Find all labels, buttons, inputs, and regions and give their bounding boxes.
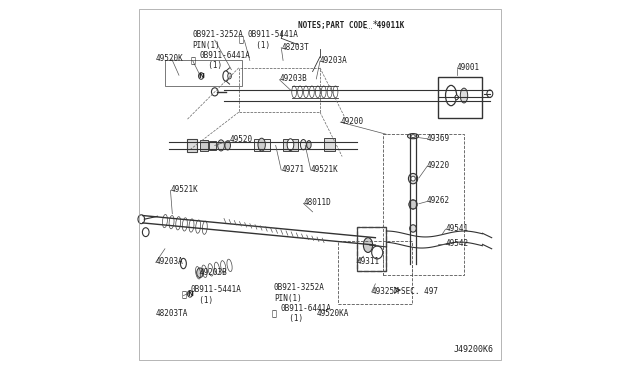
Text: SEC. 497: SEC. 497 bbox=[401, 287, 438, 296]
Ellipse shape bbox=[408, 173, 418, 184]
Text: *: * bbox=[372, 20, 378, 30]
Ellipse shape bbox=[218, 140, 225, 151]
Ellipse shape bbox=[223, 71, 229, 81]
Text: 49262: 49262 bbox=[427, 196, 450, 205]
Ellipse shape bbox=[487, 90, 493, 97]
Text: 49203A: 49203A bbox=[156, 257, 184, 266]
Ellipse shape bbox=[225, 141, 230, 150]
Text: Ⓝ: Ⓝ bbox=[239, 36, 244, 45]
Ellipse shape bbox=[287, 139, 294, 151]
Bar bbox=[239, 68, 320, 112]
Ellipse shape bbox=[300, 140, 307, 150]
Ellipse shape bbox=[408, 204, 410, 205]
Text: 0B911-5441A
  (1): 0B911-5441A (1) bbox=[247, 31, 298, 50]
Text: 0B921-3252A
PIN(1): 0B921-3252A PIN(1) bbox=[274, 283, 324, 303]
Text: 49520K: 49520K bbox=[156, 54, 184, 63]
Ellipse shape bbox=[143, 228, 149, 237]
Ellipse shape bbox=[228, 73, 232, 79]
Ellipse shape bbox=[258, 138, 266, 151]
Ellipse shape bbox=[411, 135, 415, 138]
Text: 49520: 49520 bbox=[230, 135, 253, 144]
Text: Ⓝ: Ⓝ bbox=[191, 56, 196, 65]
Text: 49001: 49001 bbox=[456, 63, 480, 72]
Text: 49369: 49369 bbox=[427, 134, 450, 142]
Text: 0B911-6441A
  (1): 0B911-6441A (1) bbox=[199, 51, 250, 70]
Ellipse shape bbox=[415, 201, 417, 202]
Bar bbox=[438, 77, 483, 118]
Text: 49325M: 49325M bbox=[372, 287, 399, 296]
Text: N: N bbox=[198, 73, 204, 79]
Text: 0B921-3252A
PIN(1): 0B921-3252A PIN(1) bbox=[193, 31, 243, 50]
Ellipse shape bbox=[410, 201, 411, 202]
Bar bbox=[253, 140, 270, 151]
Bar bbox=[339, 241, 412, 304]
Ellipse shape bbox=[445, 86, 456, 106]
Text: N: N bbox=[187, 291, 193, 297]
Text: 0B911-6441A
  (1): 0B911-6441A (1) bbox=[280, 304, 332, 323]
Text: 49203A: 49203A bbox=[320, 56, 348, 65]
Ellipse shape bbox=[412, 199, 414, 201]
Text: 49521K: 49521K bbox=[170, 185, 198, 194]
Ellipse shape bbox=[364, 238, 372, 253]
Text: J49200K6: J49200K6 bbox=[454, 345, 493, 354]
Ellipse shape bbox=[455, 95, 458, 100]
Ellipse shape bbox=[460, 88, 468, 103]
Ellipse shape bbox=[415, 207, 417, 208]
Text: 49520KA: 49520KA bbox=[316, 309, 349, 318]
Text: 48203T: 48203T bbox=[281, 43, 309, 52]
Bar bbox=[283, 140, 298, 151]
Bar bbox=[357, 227, 387, 271]
Bar bbox=[324, 138, 335, 151]
Ellipse shape bbox=[455, 95, 458, 100]
Ellipse shape bbox=[180, 259, 186, 269]
Text: 0B911-5441A
  (1): 0B911-5441A (1) bbox=[190, 285, 241, 305]
Bar bbox=[187, 139, 197, 152]
Ellipse shape bbox=[211, 88, 218, 96]
Ellipse shape bbox=[198, 73, 204, 79]
Text: 49542: 49542 bbox=[445, 239, 468, 248]
Bar bbox=[209, 141, 216, 150]
Text: Ⓝ: Ⓝ bbox=[272, 309, 277, 318]
Ellipse shape bbox=[410, 225, 417, 232]
Text: 49311: 49311 bbox=[357, 257, 380, 266]
Text: 49271: 49271 bbox=[281, 165, 305, 174]
Ellipse shape bbox=[417, 204, 418, 205]
Ellipse shape bbox=[188, 291, 193, 297]
Ellipse shape bbox=[372, 246, 383, 259]
Text: 49203B: 49203B bbox=[200, 268, 228, 277]
Ellipse shape bbox=[138, 215, 145, 224]
Ellipse shape bbox=[455, 95, 458, 100]
Bar bbox=[165, 61, 243, 86]
Ellipse shape bbox=[410, 207, 411, 208]
Text: 49200: 49200 bbox=[340, 117, 364, 126]
Ellipse shape bbox=[307, 141, 311, 149]
Ellipse shape bbox=[455, 95, 458, 100]
Ellipse shape bbox=[409, 200, 417, 209]
Text: Ⓝ: Ⓝ bbox=[182, 291, 186, 299]
Text: 48203TA: 48203TA bbox=[156, 309, 188, 318]
Text: 49541: 49541 bbox=[445, 224, 468, 233]
Text: 49203B: 49203B bbox=[280, 74, 307, 83]
Text: 49521K: 49521K bbox=[311, 165, 339, 174]
Bar bbox=[383, 134, 464, 275]
Ellipse shape bbox=[196, 268, 204, 278]
Bar bbox=[357, 227, 387, 271]
Text: 49220: 49220 bbox=[427, 161, 450, 170]
Text: 48011D: 48011D bbox=[303, 198, 331, 207]
Ellipse shape bbox=[408, 134, 419, 139]
Ellipse shape bbox=[455, 95, 458, 100]
Bar bbox=[200, 140, 208, 151]
Text: NOTES;PART CODE  49011K: NOTES;PART CODE 49011K bbox=[298, 21, 404, 30]
Ellipse shape bbox=[455, 95, 458, 100]
Ellipse shape bbox=[411, 176, 415, 181]
Ellipse shape bbox=[412, 208, 414, 210]
